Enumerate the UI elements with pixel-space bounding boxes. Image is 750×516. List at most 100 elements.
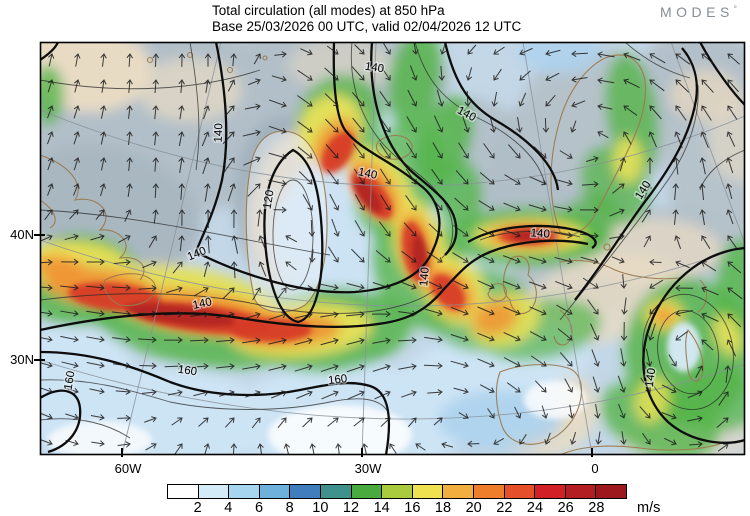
- wind-arrow: [544, 432, 551, 445]
- wind-arrow: [46, 131, 54, 145]
- wind-arrow: [152, 157, 159, 172]
- wind-arrow: [478, 200, 495, 211]
- wind-arrow: [554, 232, 573, 239]
- chart-title: Total circulation (all modes) at 850 hPa: [212, 3, 445, 18]
- wind-arrow: [40, 361, 53, 369]
- wind-arrow: [268, 179, 287, 187]
- wind-arrow: [164, 362, 183, 370]
- wind-arrow: [335, 443, 342, 455]
- wind-arrow: [726, 157, 734, 174]
- wind-arrow: [372, 337, 391, 344]
- wind-arrow: [126, 79, 133, 93]
- wind-arrow: [556, 304, 573, 315]
- colorbar-cell: [289, 485, 320, 498]
- wind-arrow: [516, 117, 523, 133]
- wind-arrow: [294, 311, 313, 319]
- wind-arrow: [479, 172, 495, 185]
- wind-arrow: [100, 157, 107, 171]
- wind-arrow: [166, 285, 183, 294]
- wind-arrow: [302, 194, 313, 211]
- wind-arrow: [245, 390, 261, 398]
- wind-arrow: [178, 131, 185, 147]
- wind-arrow: [542, 118, 550, 133]
- wind-arrow: [227, 183, 236, 202]
- axis-ticks: [34, 234, 593, 457]
- wind-arrow: [689, 441, 703, 448]
- wind-arrow: [582, 277, 599, 289]
- wind-arrow: [178, 235, 185, 252]
- colorbar-tick-label: 16: [404, 500, 421, 516]
- wind-arrow: [297, 69, 313, 81]
- wind-arrow: [477, 227, 495, 238]
- wind-arrow: [674, 235, 682, 250]
- wind-arrow: [202, 157, 210, 175]
- wind-arrow: [354, 220, 365, 237]
- wind-arrow: [726, 339, 737, 357]
- wind-arrow: [247, 183, 261, 197]
- wind-arrow: [204, 183, 211, 202]
- wind-arrow: [699, 183, 706, 200]
- wind-arrow: [649, 79, 665, 92]
- wind-arrow: [426, 251, 443, 263]
- wind-arrow: [126, 53, 133, 67]
- wind-arrow: [675, 260, 690, 269]
- wind-arrow: [623, 78, 640, 89]
- wind-arrow: [190, 311, 209, 318]
- wind-arrow: [379, 65, 391, 81]
- wind-arrow: [138, 336, 157, 343]
- wind-arrow: [571, 76, 588, 83]
- wind-arrow: [379, 116, 391, 133]
- wind-arrow: [397, 336, 417, 344]
- wind-arrow: [113, 259, 131, 266]
- wind-arrow: [609, 233, 625, 240]
- wind-arrow: [60, 335, 79, 343]
- wind-arrow: [727, 261, 742, 274]
- wind-arrow: [152, 209, 159, 224]
- wind-arrow: [571, 100, 586, 108]
- wind-arrow: [701, 261, 717, 272]
- wind-arrow: [297, 146, 313, 159]
- wind-arrow: [452, 252, 469, 263]
- wind-arrow: [268, 363, 287, 371]
- wind-arrow: [230, 53, 237, 67]
- wind-arrow: [451, 306, 469, 316]
- wind-arrow: [178, 79, 185, 94]
- wind-arrow: [699, 157, 706, 175]
- wind-arrow: [557, 328, 573, 341]
- wind-arrow: [649, 279, 664, 289]
- wind-arrow: [701, 312, 719, 322]
- wind-arrow: [268, 125, 287, 134]
- wind-arrow: [579, 206, 599, 214]
- colorbar-cell: [534, 485, 565, 498]
- wind-arrow: [467, 44, 477, 55]
- wind-arrow: [178, 105, 185, 120]
- wind-arrow: [559, 352, 573, 367]
- wind-arrow: [219, 389, 235, 397]
- wind-arrow: [479, 384, 495, 394]
- wind-arrow: [325, 144, 339, 159]
- wind-arrow: [152, 131, 159, 146]
- wind-arrow: [664, 437, 677, 446]
- wind-arrow: [580, 232, 599, 239]
- wind-arrow: [581, 181, 599, 188]
- wind-arrow: [69, 209, 79, 220]
- wind-arrow: [73, 79, 81, 93]
- wind-arrow: [687, 390, 703, 399]
- wind-arrow: [112, 310, 131, 317]
- wind-arrow: [597, 130, 609, 139]
- colorbar-cell: [564, 485, 596, 498]
- wind-arrow: [302, 417, 313, 428]
- colorbar-cell: [319, 485, 351, 498]
- wind-arrow: [438, 66, 445, 81]
- wind-arrow: [675, 79, 690, 93]
- wind-arrow: [190, 363, 209, 370]
- contour-label: 120: [261, 189, 276, 210]
- wind-arrow: [327, 169, 339, 185]
- wind-arrow: [277, 417, 287, 429]
- wind-arrow: [518, 92, 527, 107]
- wind-arrow: [458, 142, 469, 159]
- wind-arrow: [346, 364, 365, 373]
- wind-arrow: [171, 417, 183, 426]
- colorbar-cell: [350, 485, 382, 498]
